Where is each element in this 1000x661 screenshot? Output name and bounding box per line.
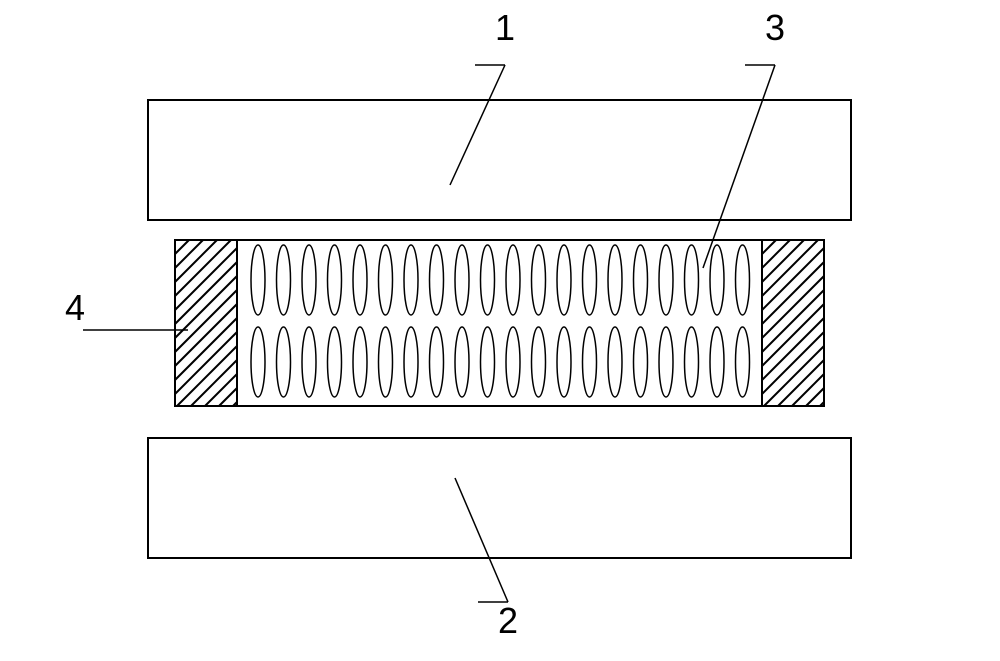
lc-ellipse: [736, 327, 750, 397]
lc-ellipse: [608, 327, 622, 397]
lc-ellipse: [353, 245, 367, 315]
label-3: 3: [765, 7, 785, 48]
label-4: 4: [65, 287, 85, 328]
lc-ellipse: [557, 327, 571, 397]
lc-ellipse: [481, 245, 495, 315]
lc-ellipse: [532, 245, 546, 315]
lc-ellipse: [404, 327, 418, 397]
lc-ellipse: [328, 245, 342, 315]
leader-line-3: [703, 65, 775, 268]
bottom-plate: [148, 438, 851, 558]
technical-diagram: 1 3 4 2: [0, 0, 1000, 661]
lc-ellipse: [302, 327, 316, 397]
lc-ellipse: [710, 327, 724, 397]
lc-ellipse: [634, 245, 648, 315]
lc-ellipse: [685, 245, 699, 315]
lc-ellipse: [277, 327, 291, 397]
lc-ellipse: [557, 245, 571, 315]
lc-ellipse: [481, 327, 495, 397]
lc-ellipse: [710, 245, 724, 315]
lc-ellipse: [379, 327, 393, 397]
lc-ellipse: [251, 327, 265, 397]
lc-ellipse: [251, 245, 265, 315]
lc-ellipse: [506, 327, 520, 397]
lc-ellipse: [659, 245, 673, 315]
top-plate: [148, 100, 851, 220]
lc-ellipse: [430, 327, 444, 397]
lc-ellipse: [455, 327, 469, 397]
lc-ellipse: [353, 327, 367, 397]
lc-ellipse: [608, 245, 622, 315]
lc-ellipse: [736, 245, 750, 315]
lc-ellipse: [685, 327, 699, 397]
lc-ellipse: [404, 245, 418, 315]
lc-ellipse: [302, 245, 316, 315]
lc-ellipse: [659, 327, 673, 397]
lc-ellipse: [430, 245, 444, 315]
lc-ellipse: [379, 245, 393, 315]
lc-ellipse: [583, 327, 597, 397]
lc-ellipse: [506, 245, 520, 315]
label-1: 1: [495, 7, 515, 48]
label-2: 2: [498, 600, 518, 641]
leader-line-2: [455, 478, 508, 602]
lc-ellipse: [583, 245, 597, 315]
lc-ellipse: [328, 327, 342, 397]
leader-line-1: [450, 65, 505, 185]
lc-ellipse: [634, 327, 648, 397]
lc-ellipse: [455, 245, 469, 315]
lc-ellipse: [277, 245, 291, 315]
lc-ellipse: [532, 327, 546, 397]
